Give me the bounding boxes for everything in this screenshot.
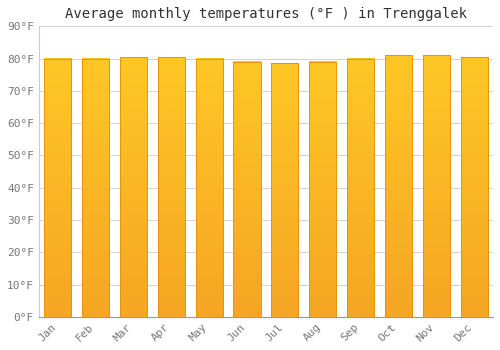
- Bar: [158, 57, 185, 317]
- Bar: [234, 62, 260, 317]
- Bar: [271, 63, 298, 317]
- Bar: [44, 58, 72, 317]
- Bar: [309, 62, 336, 317]
- Bar: [422, 55, 450, 317]
- Bar: [196, 58, 223, 317]
- Bar: [347, 58, 374, 317]
- Bar: [82, 58, 109, 317]
- Title: Average monthly temperatures (°F ) in Trenggalek: Average monthly temperatures (°F ) in Tr…: [65, 7, 467, 21]
- Bar: [385, 55, 412, 317]
- Bar: [120, 57, 147, 317]
- Bar: [460, 57, 488, 317]
